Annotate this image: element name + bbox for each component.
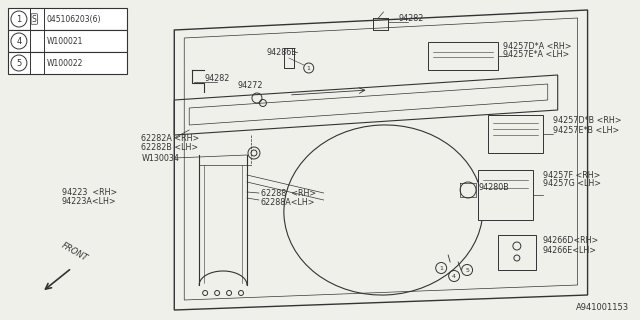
Text: 62282A <RH>: 62282A <RH> <box>141 133 200 142</box>
Text: 94282: 94282 <box>398 13 424 22</box>
Text: W100021: W100021 <box>47 36 83 45</box>
Text: 1: 1 <box>16 14 22 23</box>
Bar <box>498 235 536 270</box>
Text: 94223A<LH>: 94223A<LH> <box>61 196 116 205</box>
Text: 1: 1 <box>439 266 443 270</box>
Text: 94257G <LH>: 94257G <LH> <box>543 179 601 188</box>
Text: 94257D*B <RH>: 94257D*B <RH> <box>553 116 621 124</box>
Text: S: S <box>32 14 36 23</box>
Text: 4: 4 <box>16 36 22 45</box>
Text: 5: 5 <box>16 59 22 68</box>
Bar <box>488 115 543 153</box>
Text: A941001153: A941001153 <box>576 303 629 312</box>
Text: 94282: 94282 <box>204 74 230 83</box>
Text: 94223  <RH>: 94223 <RH> <box>61 188 117 196</box>
Text: W130034: W130034 <box>141 154 179 163</box>
Bar <box>8 8 127 30</box>
Text: 62288  <RH>: 62288 <RH> <box>261 188 316 197</box>
Text: 62282B <LH>: 62282B <LH> <box>141 142 198 151</box>
Bar <box>428 42 498 70</box>
Text: 4: 4 <box>452 274 456 278</box>
Text: 94257F <RH>: 94257F <RH> <box>543 171 600 180</box>
Bar <box>8 30 127 52</box>
Text: 94266D<RH>: 94266D<RH> <box>543 236 599 244</box>
Text: FRONT: FRONT <box>60 241 89 263</box>
Text: 94286E: 94286E <box>267 47 297 57</box>
Text: W100022: W100022 <box>47 59 83 68</box>
Text: 1: 1 <box>307 66 310 70</box>
Text: 94257E*A <LH>: 94257E*A <LH> <box>503 50 569 59</box>
Text: 94266E<LH>: 94266E<LH> <box>543 245 596 254</box>
Text: 62288A<LH>: 62288A<LH> <box>261 197 316 206</box>
Text: 94280B: 94280B <box>478 182 509 191</box>
Bar <box>478 170 533 220</box>
Text: 045106203(6): 045106203(6) <box>47 14 101 23</box>
Text: 94257E*B <LH>: 94257E*B <LH> <box>553 125 619 134</box>
Text: 5: 5 <box>465 268 469 273</box>
Text: 94257D*A <RH>: 94257D*A <RH> <box>503 42 572 51</box>
Bar <box>8 52 127 74</box>
Text: 94272: 94272 <box>237 81 262 90</box>
